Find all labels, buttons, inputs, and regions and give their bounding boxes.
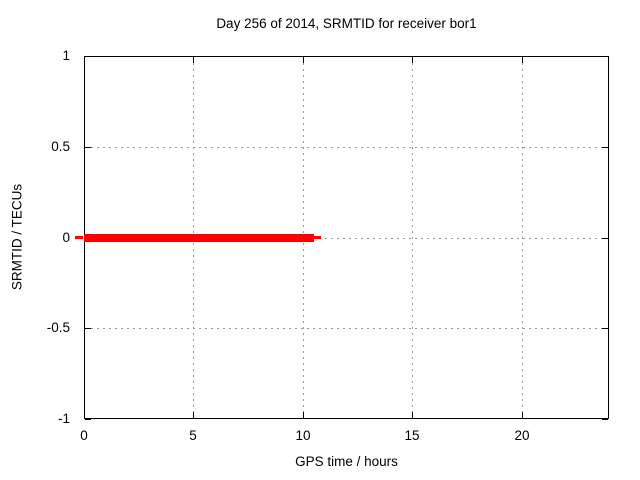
y-tick-right--1 (602, 419, 608, 420)
y-tick-right-0 (602, 238, 608, 239)
gridline-y-0 (85, 238, 608, 239)
x-tick-bottom-15 (412, 412, 413, 418)
y-tick-label--0.5: -0.5 (46, 320, 70, 335)
x-tick-bottom-20 (522, 412, 523, 418)
y-tick-left--1 (85, 419, 91, 420)
y-tick-label-0.5: 0.5 (51, 139, 70, 154)
gridline-y-0.5 (85, 147, 608, 148)
chart-title: Day 256 of 2014, SRMTID for receiver bor… (216, 16, 477, 31)
y-tick-label-1: 1 (62, 48, 70, 63)
x-tick-top-5 (193, 57, 194, 63)
y-tick-left-0.5 (85, 147, 91, 148)
y-tick-right-1 (602, 56, 608, 57)
x-tick-top-15 (412, 57, 413, 63)
x-tick-top-10 (303, 57, 304, 63)
x-tick-bottom-5 (193, 412, 194, 418)
y-tick-right-0.5 (602, 147, 608, 148)
gridline-x-15 (412, 57, 413, 418)
gridline-y--0.5 (85, 328, 608, 329)
y-tick-label--1: -1 (57, 411, 70, 426)
x-tick-bottom-0 (84, 412, 85, 418)
y-zero-outer-tick-red (75, 236, 83, 239)
y-tick-left-1 (85, 56, 91, 57)
x-tick-bottom-10 (303, 412, 304, 418)
x-tick-label-0: 0 (80, 428, 88, 443)
x-tick-label-5: 5 (189, 428, 197, 443)
x-axis-label: GPS time / hours (295, 454, 398, 469)
series-0-line-segment-1 (314, 236, 321, 239)
y-tick-right--0.5 (602, 328, 608, 329)
series-0-line-segment-0 (84, 234, 314, 242)
x-tick-label-15: 15 (404, 428, 420, 443)
gridline-x-20 (522, 57, 523, 418)
y-tick-left--0.5 (85, 328, 91, 329)
x-tick-label-10: 10 (295, 428, 311, 443)
x-tick-top-0 (84, 57, 85, 63)
x-tick-top-20 (522, 57, 523, 63)
x-tick-label-20: 20 (514, 428, 530, 443)
y-tick-label-0: 0 (62, 230, 70, 245)
